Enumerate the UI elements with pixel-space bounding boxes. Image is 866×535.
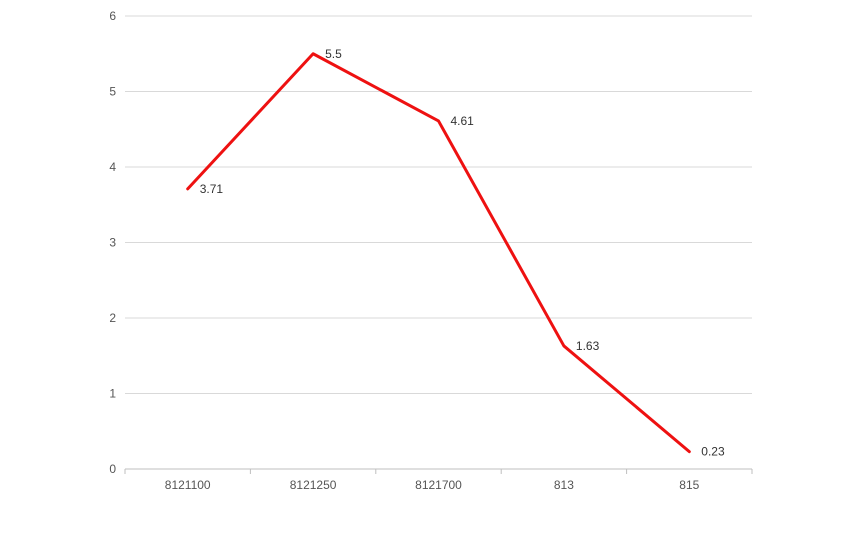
data-label: 5.5 — [325, 47, 342, 61]
x-tick-label: 8121100 — [165, 478, 211, 492]
data-label: 1.63 — [576, 339, 600, 353]
x-tick-label: 8121250 — [290, 478, 337, 492]
y-tick-label: 6 — [109, 9, 116, 23]
y-tick-label: 0 — [109, 462, 116, 476]
y-tick-label: 1 — [109, 387, 116, 401]
x-axis — [124, 468, 753, 474]
data-label: 4.61 — [451, 114, 475, 128]
series-line — [186, 52, 691, 454]
y-tick-label: 2 — [109, 311, 116, 325]
y-tick-label: 4 — [109, 160, 116, 174]
y-tick-label: 5 — [109, 85, 116, 99]
x-tick-label: 8121700 — [415, 478, 462, 492]
x-axis-tick-labels: 8121100 8121250 8121700 813 815 — [165, 478, 700, 492]
y-axis-tick-labels: 0 1 2 3 4 5 6 — [109, 9, 116, 476]
x-tick-label: 815 — [679, 478, 699, 492]
grid-lines — [125, 15, 752, 394]
data-label: 3.71 — [200, 182, 224, 196]
series-layer — [186, 52, 691, 454]
y-tick-label: 3 — [109, 236, 116, 250]
x-tick-label: 813 — [554, 478, 574, 492]
data-labels: 3.71 5.5 4.61 1.63 0.23 — [200, 47, 725, 459]
data-label: 0.23 — [701, 445, 725, 459]
